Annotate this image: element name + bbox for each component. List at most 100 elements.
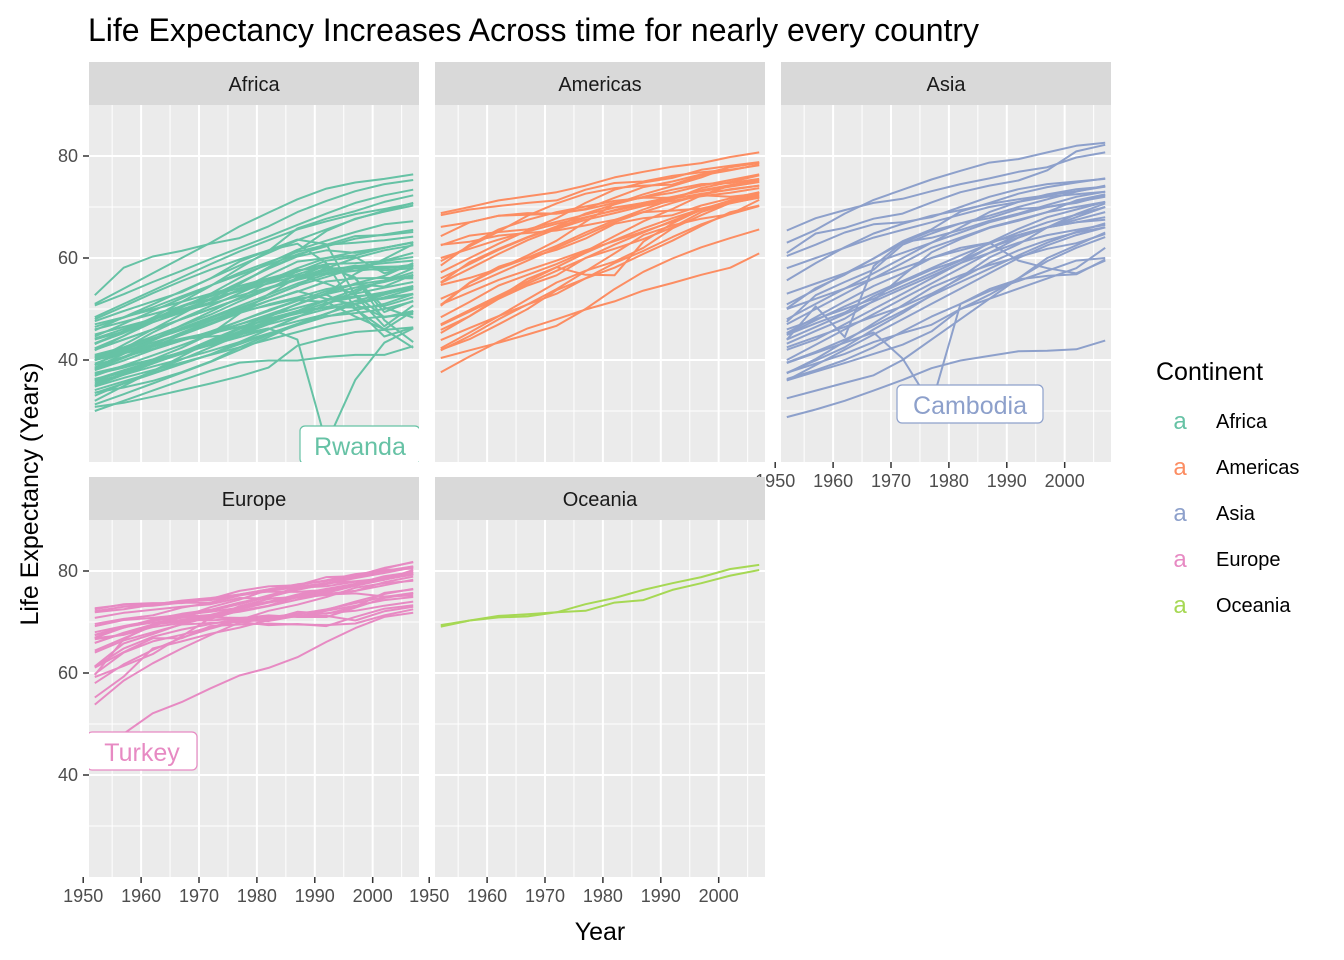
label-turkey: Turkey bbox=[89, 731, 198, 771]
series-line-asia-0 bbox=[786, 339, 1106, 419]
y-tick-label: 40 bbox=[58, 765, 78, 785]
legend-key-asia: a bbox=[1173, 500, 1187, 527]
series-line-rwanda bbox=[94, 327, 414, 445]
series-line-asia-26 bbox=[786, 223, 1106, 341]
series-line-asia-29 bbox=[786, 195, 1106, 295]
legend-key-americas: a bbox=[1173, 454, 1187, 481]
series-line-africa-39 bbox=[94, 267, 414, 392]
legend-label-africa: Africa bbox=[1216, 411, 1268, 433]
series-line-europe-21 bbox=[94, 608, 414, 669]
series-line-americas-5 bbox=[440, 191, 760, 307]
label-box bbox=[299, 425, 419, 462]
x-tick-label: 2000 bbox=[1045, 471, 1085, 491]
series-line-asia-10 bbox=[786, 141, 1106, 244]
x-tick-label: 1980 bbox=[237, 886, 277, 906]
series-line-africa-50 bbox=[94, 256, 414, 326]
series-line-africa-29 bbox=[94, 202, 414, 319]
legend: Continent a Africa a Americas a Asia a Europe a O… bbox=[1156, 358, 1299, 619]
series-line-africa-12 bbox=[94, 179, 414, 296]
series-line-africa-45 bbox=[94, 201, 414, 332]
series-line-africa-53 bbox=[94, 281, 414, 367]
series-line-americas-8 bbox=[440, 194, 760, 331]
label-text-rwanda: Rwanda bbox=[314, 433, 406, 461]
series-line-africa-49 bbox=[94, 264, 414, 331]
series-line-africa-47 bbox=[94, 288, 414, 395]
series-group bbox=[786, 141, 1106, 419]
series-line-europe-20 bbox=[94, 579, 414, 675]
series-line-asia-30 bbox=[786, 226, 1106, 349]
series-line-turkey bbox=[94, 611, 414, 758]
facet-panels: Africa Rwanda 40 60 80 Americas Asia Cambodia 19… bbox=[58, 62, 1111, 906]
series-line-asia-19 bbox=[786, 190, 1106, 270]
strip-background bbox=[435, 477, 765, 520]
panel-oceania: Oceania 1950 1960 1970 1980 1990 2000 bbox=[409, 477, 765, 906]
panel-background bbox=[435, 520, 765, 877]
series-line-europe-5 bbox=[94, 591, 414, 668]
y-tick-label: 60 bbox=[58, 663, 78, 683]
series-line-africa-28 bbox=[94, 228, 414, 328]
series-line-africa-31 bbox=[94, 326, 414, 408]
strip-background bbox=[435, 62, 765, 105]
series-group bbox=[440, 563, 760, 628]
series-line-africa-1 bbox=[94, 345, 414, 412]
series-line-asia-21 bbox=[786, 246, 1106, 382]
y-tick-label: 80 bbox=[58, 146, 78, 166]
x-tick-label: 1960 bbox=[121, 886, 161, 906]
legend-label-americas: Americas bbox=[1216, 457, 1299, 479]
x-tick-label: 2000 bbox=[699, 886, 739, 906]
series-line-americas-15 bbox=[440, 174, 760, 306]
series-group bbox=[94, 173, 414, 445]
y-tick-label: 80 bbox=[58, 561, 78, 581]
x-axis-title: Year bbox=[575, 918, 626, 946]
series-line-europe-14 bbox=[94, 575, 414, 639]
x-tick-label: 1960 bbox=[813, 471, 853, 491]
series-line-africa-52 bbox=[94, 300, 414, 383]
x-tick-label: 1980 bbox=[929, 471, 969, 491]
strip-label-africa: Africa bbox=[228, 74, 280, 96]
legend-item-oceania: a Oceania bbox=[1173, 592, 1291, 619]
panel-europe: Europe Turkey 40 60 80 1950 1960 1970 1980 1990 20… bbox=[58, 477, 419, 906]
series-line-americas-22 bbox=[440, 173, 760, 228]
legend-item-asia: a Asia bbox=[1173, 500, 1255, 527]
x-tick-label: 1980 bbox=[583, 886, 623, 906]
strip-label-americas: Americas bbox=[558, 74, 641, 96]
series-line-americas-27 bbox=[440, 191, 760, 327]
legend-item-africa: a Africa bbox=[1173, 408, 1268, 435]
x-tick-label: 1970 bbox=[871, 471, 911, 491]
series-line-africa-48 bbox=[94, 244, 414, 351]
y-axis-title: Life Expectancy (Years) bbox=[16, 362, 44, 625]
series-line-americas-6 bbox=[440, 161, 760, 274]
x-tick-label: 1990 bbox=[295, 886, 335, 906]
legend-key-africa: a bbox=[1173, 408, 1187, 435]
series-line-asia-2 bbox=[786, 236, 1106, 374]
x-tick-label: 1950 bbox=[63, 886, 103, 906]
series-line-asia-13 bbox=[786, 184, 1106, 323]
label-box bbox=[896, 384, 1044, 424]
strip-background bbox=[781, 62, 1111, 105]
series-line-americas-13 bbox=[440, 205, 760, 352]
legend-key-europe: a bbox=[1173, 546, 1187, 573]
x-tick-label: 1990 bbox=[641, 886, 681, 906]
series-line-asia-22 bbox=[786, 177, 1106, 257]
strip-label-oceania: Oceania bbox=[563, 489, 638, 511]
series-group bbox=[440, 151, 760, 374]
series-line-europe-25 bbox=[94, 561, 414, 625]
series-line-africa-30 bbox=[94, 235, 414, 338]
strip-background bbox=[89, 477, 419, 520]
series-line-asia-31 bbox=[786, 211, 1106, 331]
series-line-americas-12 bbox=[440, 252, 760, 374]
series-line-asia-9 bbox=[786, 151, 1106, 232]
series-group bbox=[94, 560, 414, 758]
x-tick-label: 1960 bbox=[467, 886, 507, 906]
y-tick-label: 60 bbox=[58, 248, 78, 268]
series-line-europe-16 bbox=[94, 592, 414, 679]
legend-title: Continent bbox=[1156, 358, 1263, 386]
label-text-cambodia: Cambodia bbox=[913, 392, 1027, 420]
legend-item-americas: a Americas bbox=[1173, 454, 1299, 481]
strip-label-europe: Europe bbox=[222, 489, 287, 511]
label-text-turkey: Turkey bbox=[104, 739, 180, 767]
series-line-americas-3 bbox=[440, 151, 760, 215]
y-tick-label: 40 bbox=[58, 350, 78, 370]
x-tick-label: 1950 bbox=[755, 471, 795, 491]
x-tick-label: 1950 bbox=[409, 886, 449, 906]
